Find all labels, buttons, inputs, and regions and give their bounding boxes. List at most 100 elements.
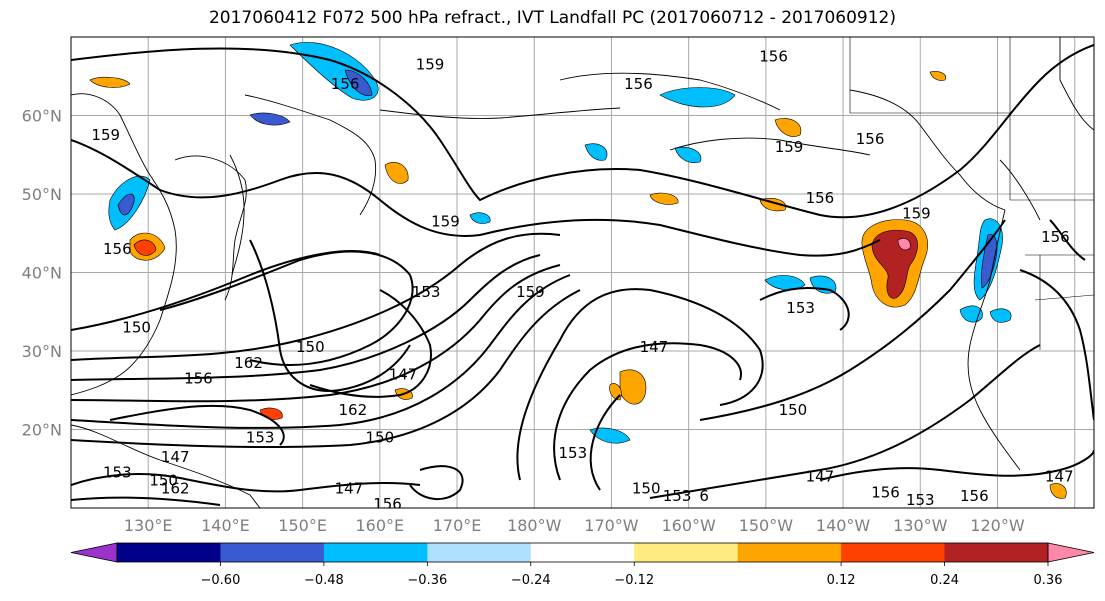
contour-label: 159	[902, 205, 931, 223]
longitude-label: 160°E	[356, 516, 405, 535]
contour-label: 150	[122, 318, 151, 336]
colorbar: −0.60−0.48−0.36−0.24−0.120.120.240.360.4…	[70, 542, 1095, 588]
colorbar-tick-label: −0.60	[201, 573, 241, 588]
negative-anomaly-region	[959, 305, 983, 323]
map-title: 2017060412 F072 500 hPa refract., IVT La…	[208, 8, 896, 28]
map-frame	[70, 36, 1095, 509]
contour-label: 150	[779, 401, 808, 419]
colorbar-extend-high	[1047, 542, 1095, 563]
contour-label: 150	[149, 472, 178, 490]
negative-anomaly-region	[249, 112, 291, 126]
positive-anomaly-region	[89, 76, 131, 88]
longitude-label: 180°W	[507, 516, 562, 535]
contour-label: 153	[412, 283, 441, 301]
negative-anomaly-region	[989, 308, 1012, 323]
longitude-label: 120°W	[970, 516, 1025, 535]
longitude-label: 130°W	[893, 516, 948, 535]
contour-label: 156	[331, 75, 360, 93]
colorbar-tick-label: 0.36	[1034, 573, 1063, 588]
longitude-label: 150°E	[278, 516, 327, 535]
contour-label: 153	[103, 464, 132, 482]
longitude-label: 170°W	[584, 516, 639, 535]
contour-label: 162	[234, 354, 263, 372]
coastlines	[71, 37, 1094, 508]
contour-label: 156	[759, 48, 788, 66]
colorbar-segment	[323, 543, 428, 562]
colorbar-segment	[944, 543, 1049, 562]
positive-anomaly-region	[133, 239, 157, 256]
longitude-labels: 130°E 140°E 150°E 160°E 170°E 180°W 170°W 160°W…	[124, 516, 1025, 535]
colorbar-segment	[737, 543, 842, 562]
colorbar-tick-label: −0.48	[304, 573, 344, 588]
negative-anomaly-region	[764, 275, 806, 290]
contour-label: 156	[373, 495, 402, 513]
contour-label: 147	[161, 448, 190, 466]
negative-anomaly-region	[584, 143, 608, 161]
colorbar-tick-label: −0.24	[511, 573, 551, 588]
contour-label: 159	[91, 126, 120, 144]
contour-label: 162	[161, 479, 190, 497]
negative-anomaly-region	[659, 87, 736, 108]
colorbar-segment	[117, 543, 221, 562]
positive-anomaly-region	[1049, 483, 1067, 499]
colorbar-tick-label: 0.12	[827, 573, 856, 588]
latitude-labels: 60°N 50°N 40°N 30°N 20°N	[22, 107, 62, 440]
negative-anomaly-region	[589, 427, 631, 444]
positive-anomaly-region	[897, 238, 911, 251]
positive-anomaly-region	[774, 118, 802, 137]
contour-label: 6	[699, 487, 709, 505]
contour-label: 153	[246, 428, 275, 446]
contour-label: 153	[786, 299, 815, 317]
contour-label: 147	[640, 338, 669, 356]
contour-label: 159	[416, 55, 445, 73]
contour-label: 153	[559, 444, 588, 462]
contour-label: 156	[184, 369, 213, 387]
contour-label: 159	[775, 138, 804, 156]
colorbar-extend-low	[70, 542, 118, 563]
colorbar-segment	[841, 543, 946, 562]
colorbar-segment	[634, 543, 739, 562]
negative-anomaly-region	[117, 193, 135, 216]
contour-label: 156	[871, 483, 900, 501]
colorbar-frame	[116, 542, 1049, 563]
contour-label: 156	[624, 75, 653, 93]
contour-label: 156	[103, 240, 132, 258]
contour-label: 150	[632, 479, 661, 497]
colorbar-tick-label: 0.24	[930, 573, 959, 588]
contour-label: 156	[806, 189, 835, 207]
latitude-label: 40°N	[22, 264, 62, 283]
colorbar-tick-label: −0.36	[407, 573, 447, 588]
gridlines	[71, 37, 1094, 508]
longitude-label: 160°W	[661, 516, 716, 535]
contour-label: 156	[960, 487, 989, 505]
height-contours	[71, 44, 1094, 506]
contour-label: 162	[338, 401, 367, 419]
latitude-label: 60°N	[22, 107, 62, 126]
latitude-label: 50°N	[22, 185, 62, 204]
contour-label: 147	[335, 479, 364, 497]
positive-anomaly-region	[649, 192, 679, 205]
colorbar-segment	[427, 543, 532, 562]
contour-label: 153	[906, 491, 935, 509]
colorbar-segment	[530, 543, 635, 562]
contour-label: 156	[856, 130, 885, 148]
longitude-label: 140°W	[816, 516, 871, 535]
longitude-label: 140°E	[201, 516, 250, 535]
contour-label: 156	[1041, 228, 1070, 246]
political-boundaries	[849, 37, 1094, 350]
latitude-label: 20°N	[22, 421, 62, 440]
positive-anomaly-region	[384, 161, 409, 184]
contour-label: 147	[389, 366, 418, 384]
colorbar-segment	[220, 543, 325, 562]
positive-anomaly-region	[619, 369, 647, 405]
contour-label: 159	[431, 212, 460, 230]
contour-label: 147	[1045, 468, 1074, 486]
latitude-label: 30°N	[22, 342, 62, 361]
negative-anomaly-region	[674, 147, 702, 163]
negative-anomaly-region	[469, 212, 491, 224]
contour-label: 150	[296, 338, 325, 356]
contour-label: 153	[663, 487, 692, 505]
